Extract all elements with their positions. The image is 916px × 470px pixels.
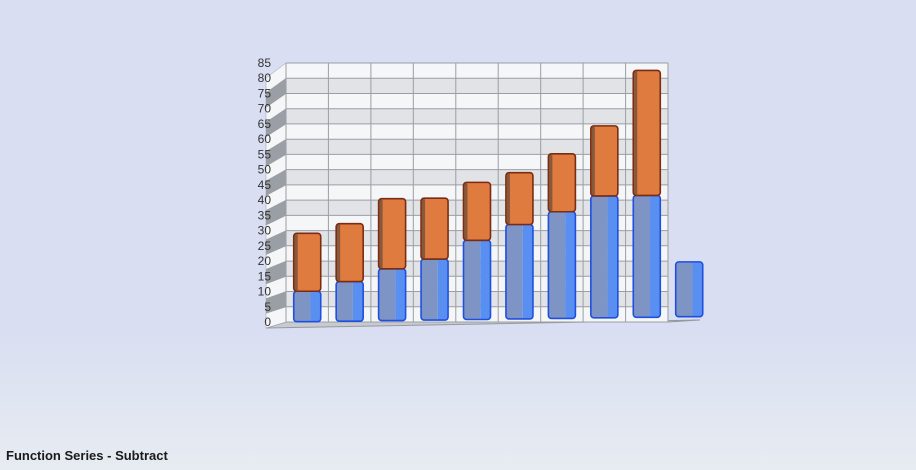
svg-text:25: 25 — [258, 239, 272, 253]
svg-text:80: 80 — [258, 71, 272, 85]
svg-text:30: 30 — [258, 224, 272, 238]
svg-text:10: 10 — [258, 285, 272, 299]
svg-text:0: 0 — [264, 315, 271, 329]
svg-text:55: 55 — [258, 147, 272, 161]
svg-text:40: 40 — [258, 193, 272, 207]
svg-text:35: 35 — [258, 208, 272, 222]
svg-text:70: 70 — [258, 102, 272, 116]
svg-text:5: 5 — [264, 300, 271, 314]
svg-text:65: 65 — [258, 117, 272, 131]
svg-text:85: 85 — [258, 56, 272, 70]
svg-text:75: 75 — [258, 87, 272, 101]
svg-text:60: 60 — [258, 132, 272, 146]
svg-text:50: 50 — [258, 163, 272, 177]
svg-text:45: 45 — [258, 178, 272, 192]
svg-text:15: 15 — [258, 269, 272, 283]
svg-text:20: 20 — [258, 254, 272, 268]
